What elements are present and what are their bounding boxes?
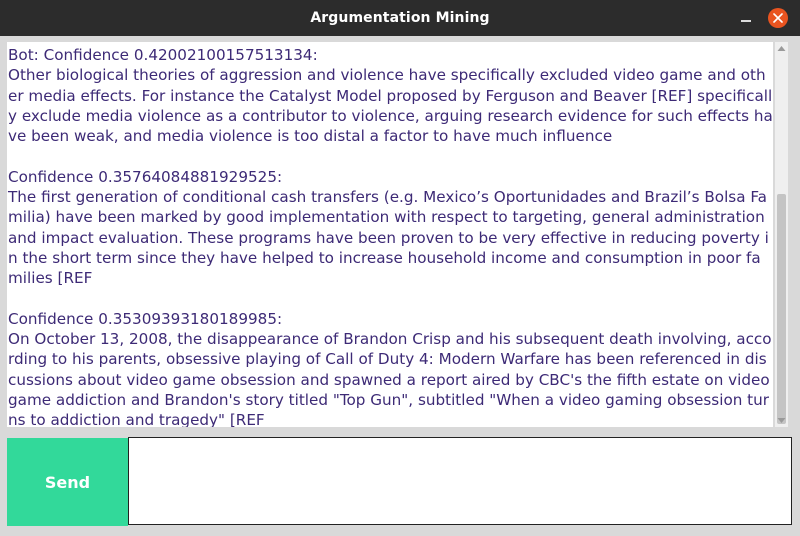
minimize-button[interactable]: [736, 8, 756, 28]
scroll-down-icon[interactable]: [775, 414, 788, 427]
window-title: Argumentation Mining: [310, 10, 490, 26]
title-bar: Argumentation Mining: [0, 0, 800, 36]
chat-text: Bot: Confidence 0.42002100157513134: Oth…: [8, 46, 773, 427]
message-input[interactable]: [128, 437, 792, 525]
scroll-up-icon[interactable]: [775, 42, 788, 55]
close-icon: [773, 13, 783, 23]
scrollbar-thumb[interactable]: [777, 194, 786, 424]
vertical-scrollbar[interactable]: [775, 42, 788, 427]
close-button[interactable]: [768, 8, 788, 28]
send-button[interactable]: Send: [7, 438, 128, 526]
chat-transcript[interactable]: Bot: Confidence 0.42002100157513134: Oth…: [7, 42, 773, 427]
